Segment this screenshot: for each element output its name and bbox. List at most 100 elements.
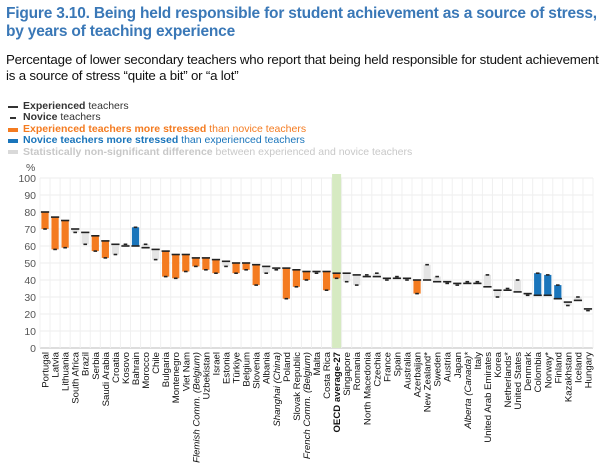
x-tick-label: French Comm. (Belgium) — [302, 352, 313, 459]
x-tick-label: Israel — [211, 352, 222, 375]
x-tick-label: Shanghai (China) — [272, 352, 283, 427]
bar-ns — [433, 276, 441, 282]
y-axis-ticks: 0 10 20 30 40 50 60 70 80 90 100 — [18, 173, 36, 355]
y-tick-label: 0 — [30, 343, 36, 355]
bar-ns — [453, 283, 461, 286]
x-tick-label: Malta — [312, 351, 323, 375]
x-tick-label: United States — [513, 352, 524, 410]
x-tick-label: Albania — [262, 351, 273, 384]
bar-ns — [363, 274, 371, 277]
y-tick-label: 60 — [24, 241, 36, 253]
orange-swatch — [8, 127, 18, 132]
bar-ns — [574, 297, 582, 301]
bar-ns — [312, 271, 321, 274]
legend-label-bold: Statistically non-significant difference — [23, 145, 213, 158]
x-tick-label: Italy — [473, 352, 484, 370]
legend-label-rest: than novice teachers — [206, 122, 307, 135]
bar-ns — [81, 232, 89, 245]
x-tick-label: Sweden — [433, 352, 444, 387]
x-tick-label: Croatia — [111, 351, 122, 383]
bar-ns — [222, 261, 230, 267]
x-tick-label: Slovak Republic — [292, 352, 303, 421]
bar-exp — [232, 263, 240, 274]
legend-label: Statistically non-significant difference… — [23, 145, 412, 158]
legend-label-bold: Novice teachers more stressed — [23, 134, 179, 147]
bar-ns — [111, 244, 120, 255]
oecd-highlight-band — [332, 174, 342, 348]
oecd-band-rect — [332, 174, 342, 348]
bar-exp — [182, 254, 190, 272]
x-tick-label: Estonia — [222, 351, 233, 384]
x-tick-label: Portugal — [41, 352, 52, 388]
bar-ns — [473, 281, 481, 284]
bar-exp — [252, 264, 260, 286]
y-tick-label: 40 — [24, 275, 36, 287]
x-tick-label: Denmark — [523, 352, 534, 391]
x-tick-label: Romania — [352, 351, 363, 390]
y-tick-label: 70 — [24, 224, 36, 236]
x-tick-label: Spain — [392, 352, 403, 377]
x-tick-label: Brazil — [81, 352, 92, 376]
bar-exp — [51, 217, 59, 250]
bar-exp — [332, 273, 341, 279]
bar-ns — [584, 308, 592, 311]
x-tick-label: Bahrain — [131, 352, 142, 385]
bar-ns — [513, 280, 522, 292]
bar-ns — [343, 273, 351, 282]
x-tick-label: Uzbekistan — [201, 352, 212, 399]
x-tick-label: Bulgaria — [161, 351, 172, 387]
x-tick-label: Colombia — [533, 351, 544, 392]
legend-label: Experienced teachers — [23, 100, 129, 112]
bar-ns — [152, 249, 160, 260]
bar-exp — [212, 259, 220, 274]
x-tick-label: Slovenia — [252, 351, 263, 388]
x-tick-label: Norway* — [543, 352, 554, 389]
bar-ns — [443, 281, 451, 284]
chart-legend: Experienced teachers Novice teachers Exp… — [8, 100, 412, 158]
x-tick-label: Viet Nam — [181, 352, 192, 391]
bar-nov — [544, 274, 552, 296]
legend-item-ns: Statistically non-significant difference… — [8, 145, 412, 158]
x-tick-label: Azerbaijan — [413, 352, 424, 397]
bar-exp — [172, 254, 180, 279]
bar-ns — [524, 293, 532, 296]
bar-exp — [302, 271, 311, 280]
legend-item-nov-more: Novice teachers more stressed than exper… — [8, 135, 412, 146]
bar-ns — [393, 276, 401, 279]
bar-ns — [463, 281, 471, 284]
legend-item-experienced: Experienced teachers — [8, 100, 412, 112]
legend-label: Novice teachers — [23, 112, 101, 123]
x-tick-label: Poland — [282, 352, 293, 382]
bar-exp — [202, 257, 210, 270]
legend-item-novice: Novice teachers — [8, 112, 412, 123]
x-tick-label: Czechia — [372, 351, 383, 386]
bar-exp — [322, 271, 331, 291]
bar-exp — [282, 268, 290, 299]
gridlines — [39, 177, 594, 349]
x-tick-label: Japan — [453, 352, 464, 378]
legend-label: Experienced teachers more stressed than … — [23, 122, 307, 135]
bar-ns — [272, 268, 280, 270]
x-tick-label: Saudi Arabia — [101, 351, 112, 406]
bar-nov — [554, 285, 562, 299]
x-tick-label: Kazakhstan — [563, 352, 574, 402]
y-tick-label: 10 — [24, 326, 36, 338]
x-tick-label: United Arab Emirates — [483, 352, 494, 443]
x-tick-label: Hungary — [583, 352, 594, 388]
x-tick-label: Kosovo — [121, 352, 132, 384]
bar-ns — [141, 244, 150, 248]
bar-ns — [503, 288, 512, 291]
x-tick-label: Korea — [493, 351, 504, 377]
legend-label-bold: Experienced teachers more stressed — [23, 122, 207, 135]
y-tick-label: 100 — [18, 173, 36, 185]
x-tick-label: Türkiye — [232, 352, 243, 383]
bar-exp — [292, 269, 301, 287]
bars — [41, 212, 592, 311]
bar-ns — [564, 302, 572, 306]
x-tick-label: Lithuania — [61, 351, 72, 391]
bar-ns — [373, 273, 381, 277]
bar-ns — [71, 229, 79, 233]
x-tick-label: Singapore — [342, 352, 353, 396]
bar-ns — [403, 278, 411, 280]
